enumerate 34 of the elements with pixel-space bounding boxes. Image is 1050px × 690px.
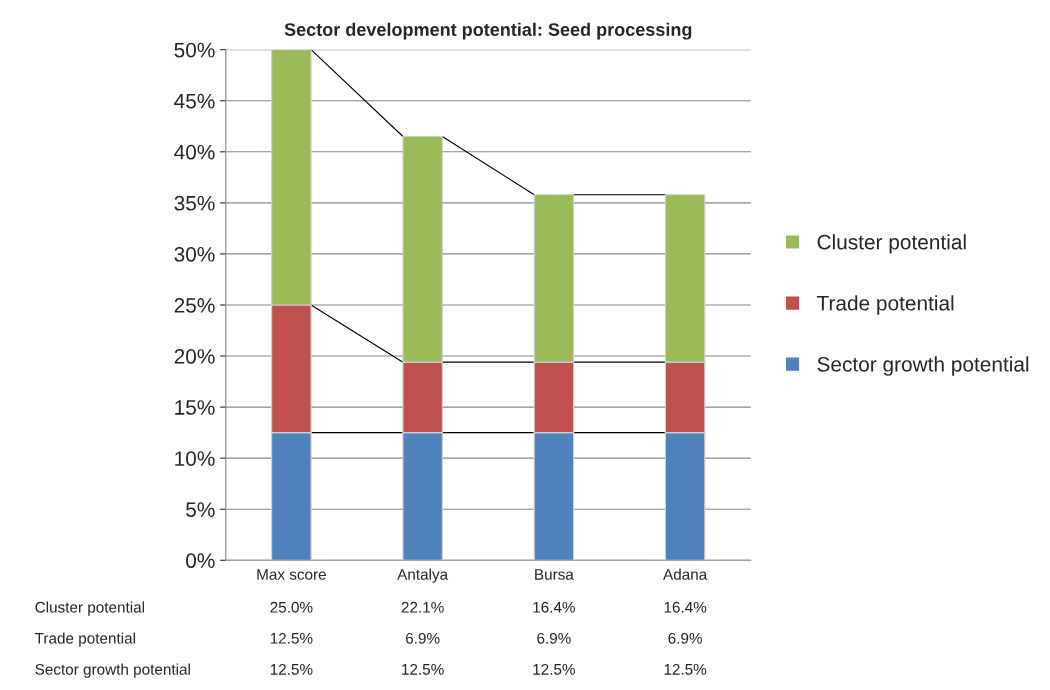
data-label: 6.9% <box>537 632 571 644</box>
y-tick-label: 40% <box>174 144 215 160</box>
legend-label: Cluster potential <box>817 234 966 254</box>
y-tick-label: 30% <box>174 246 215 262</box>
x-tick-label: Antalya <box>397 568 449 583</box>
data-label: 12.5% <box>402 663 444 675</box>
data-label: 25.0% <box>270 601 313 613</box>
y-tick-label: 5% <box>186 502 215 517</box>
y-tick-label: 20% <box>174 349 215 364</box>
y-tick-label: 10% <box>175 451 215 466</box>
y-tick-label: 45% <box>174 93 215 109</box>
y-tick-label: 0% <box>186 553 215 569</box>
x-tick-label: Bursa <box>535 569 574 580</box>
x-tick-label: Adana <box>663 568 708 580</box>
y-tick-label: 25% <box>174 297 215 313</box>
data-label: 12.5% <box>270 663 313 675</box>
chart-title: Sector development potential: Seed processing <box>284 22 692 40</box>
y-tick-label: 35% <box>174 195 215 211</box>
data-label: 22.1% <box>401 601 444 613</box>
legend-label: Sector growth potential <box>817 356 1029 376</box>
data-label: 16.4% <box>664 601 707 613</box>
text: Cluster potential <box>35 601 145 616</box>
data-label: 12.5% <box>270 632 313 644</box>
text: Sector growth potential <box>35 663 190 678</box>
data-label: 6.9% <box>668 632 702 644</box>
data-label: 12.5% <box>664 663 707 675</box>
data-label: 6.9% <box>405 632 440 644</box>
y-tick-label: 50% <box>174 42 215 58</box>
y-tick-label: 15% <box>175 400 215 415</box>
x-tick-label: Max score <box>257 569 326 580</box>
legend-label: Trade potential <box>816 295 954 315</box>
data-label: 12.5% <box>533 663 575 675</box>
data-label: 16.4% <box>533 601 575 613</box>
text: Trade potential <box>34 632 135 647</box>
